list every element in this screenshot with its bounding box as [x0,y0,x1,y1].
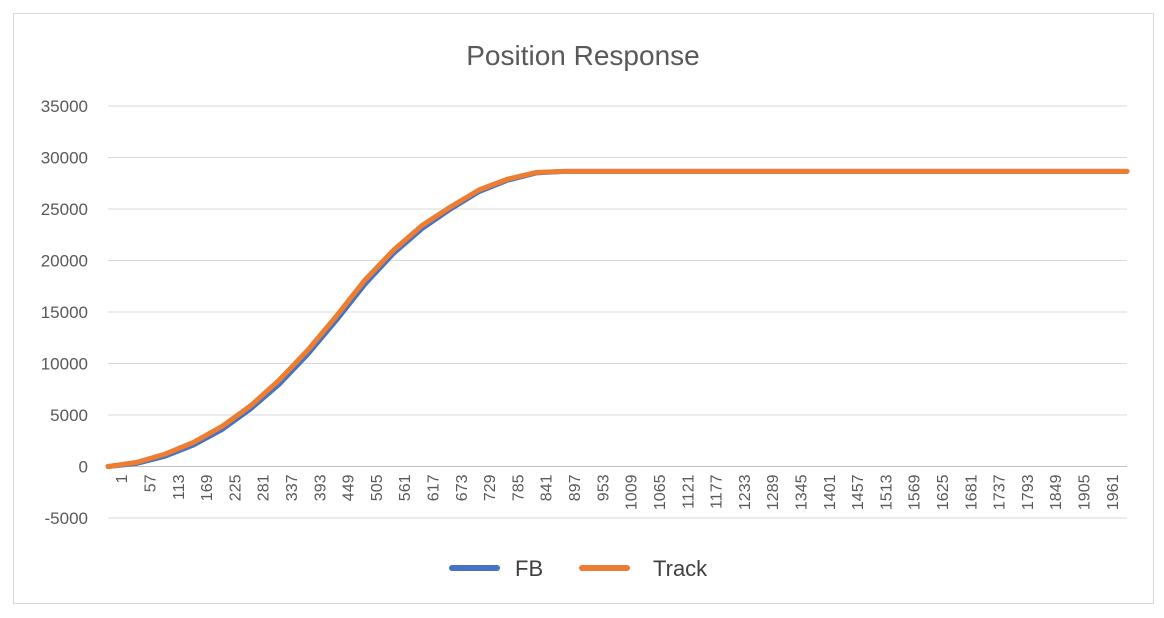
x-tick-label: 1009 [624,474,641,510]
chart-title: Position Response [466,40,699,71]
x-tick-label: 393 [312,474,329,501]
x-tick-label: 1457 [850,474,867,510]
legend-label-fb: FB [515,556,543,581]
x-tick-label: 729 [482,474,499,501]
x-tick-label: 1121 [680,474,697,509]
x-tick-label: 505 [369,474,386,501]
x-tick-label: 1625 [935,474,952,510]
x-tick-label: 1681 [963,474,980,510]
x-tick-label: 1 [114,474,131,483]
x-tick-label: 57 [142,474,159,492]
y-tick-label: 30000 [41,149,88,168]
x-tick-label: 281 [256,474,273,501]
x-tick-label: 617 [426,474,443,501]
x-tick-label: 1793 [1020,474,1037,510]
x-tick-label: 113 [171,474,188,500]
chart-frame [13,13,1154,604]
x-tick-label: 449 [341,474,358,501]
x-tick-label: 561 [397,474,414,501]
series-lines [105,168,1130,469]
y-tick-label: 15000 [41,303,88,322]
x-tick-label: 1849 [1048,474,1065,510]
x-tick-label: 953 [595,474,612,501]
series-line-fb [105,168,1130,469]
y-tick-label: 25000 [41,200,88,219]
x-tick-label: 841 [539,474,556,501]
x-tick-label: 225 [227,474,244,501]
x-tick-label: 1177 [709,474,726,509]
y-tick-label: 5000 [50,406,88,425]
gridlines [108,105,1127,519]
y-tick-label: -5000 [45,509,88,528]
x-axis-ticks: 1 57 113 169 225 281 337 393 449 505 561 617 673 729 7… [114,474,1122,510]
x-tick-label: 897 [567,474,584,501]
x-tick-label: 673 [454,474,471,501]
x-tick-label: 785 [510,474,527,501]
x-tick-label: 337 [284,474,301,501]
legend: FB Track [449,556,708,581]
x-tick-label: 1065 [652,474,669,510]
x-tick-label: 1905 [1077,474,1094,510]
x-tick-label: 1737 [992,474,1009,510]
x-tick-label: 1345 [793,474,810,510]
x-tick-label: 1401 [822,474,839,510]
y-tick-label: 10000 [41,355,88,374]
y-tick-label: 0 [79,458,88,477]
x-tick-label: 1513 [878,474,895,510]
x-tick-label: 1569 [907,474,924,510]
y-tick-label: 35000 [41,97,88,116]
x-tick-label: 1233 [737,474,754,510]
x-tick-label: 169 [199,474,216,501]
x-tick-label: 1961 [1105,474,1122,510]
y-tick-label: 20000 [41,252,88,271]
series-line-track [105,168,1130,469]
y-axis-ticks: 35000 30000 25000 20000 15000 10000 5000 0 -5000 [41,97,88,528]
legend-label-track: Track [653,556,708,581]
x-tick-label: 1289 [765,474,782,510]
